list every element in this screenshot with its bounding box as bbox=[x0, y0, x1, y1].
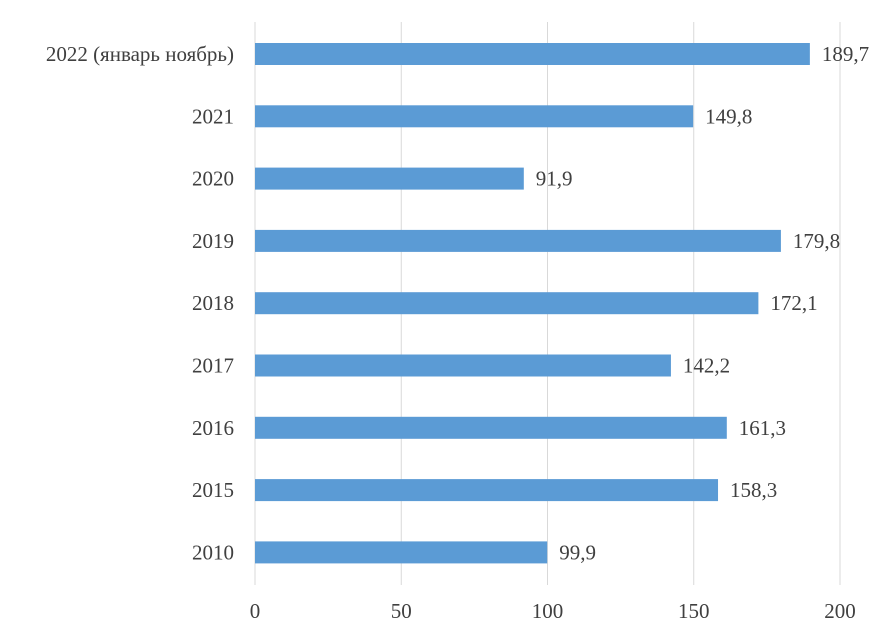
x-tick-label: 150 bbox=[678, 599, 710, 623]
data-label: 158,3 bbox=[730, 478, 777, 502]
bar bbox=[255, 167, 524, 190]
x-tick-label: 100 bbox=[532, 599, 564, 623]
bar bbox=[255, 416, 727, 439]
bar bbox=[255, 105, 694, 128]
category-label: 2019 bbox=[192, 229, 234, 253]
category-label: 2022 (январь ноябрь) bbox=[46, 42, 234, 66]
bar bbox=[255, 43, 810, 65]
data-label: 161,3 bbox=[739, 416, 786, 440]
data-label: 99,9 bbox=[559, 540, 596, 564]
category-label: 2016 bbox=[192, 416, 234, 440]
x-tick-label: 50 bbox=[391, 599, 412, 623]
data-label: 172,1 bbox=[770, 291, 817, 315]
bars bbox=[255, 43, 810, 564]
bar bbox=[255, 292, 759, 315]
data-label: 189,7 bbox=[822, 42, 869, 66]
category-label: 2015 bbox=[192, 478, 234, 502]
data-label: 142,2 bbox=[683, 354, 730, 378]
data-label: 179,8 bbox=[793, 229, 840, 253]
category-label: 2018 bbox=[192, 291, 234, 315]
x-tick-label: 200 bbox=[824, 599, 856, 623]
bar bbox=[255, 354, 671, 377]
category-label: 2017 bbox=[192, 354, 234, 378]
x-tick-label: 0 bbox=[250, 599, 261, 623]
labels: 0 50 100 150 200 2022 (январь ноябрь) 189,7 202… bbox=[46, 42, 869, 623]
category-label: 2020 bbox=[192, 167, 234, 191]
data-label: 91,9 bbox=[536, 167, 573, 191]
category-label: 2021 bbox=[192, 104, 234, 128]
bar bbox=[255, 229, 781, 252]
category-label: 2010 bbox=[192, 540, 234, 564]
data-label: 149,8 bbox=[705, 104, 752, 128]
bar bbox=[255, 479, 719, 502]
bar bbox=[255, 541, 548, 564]
